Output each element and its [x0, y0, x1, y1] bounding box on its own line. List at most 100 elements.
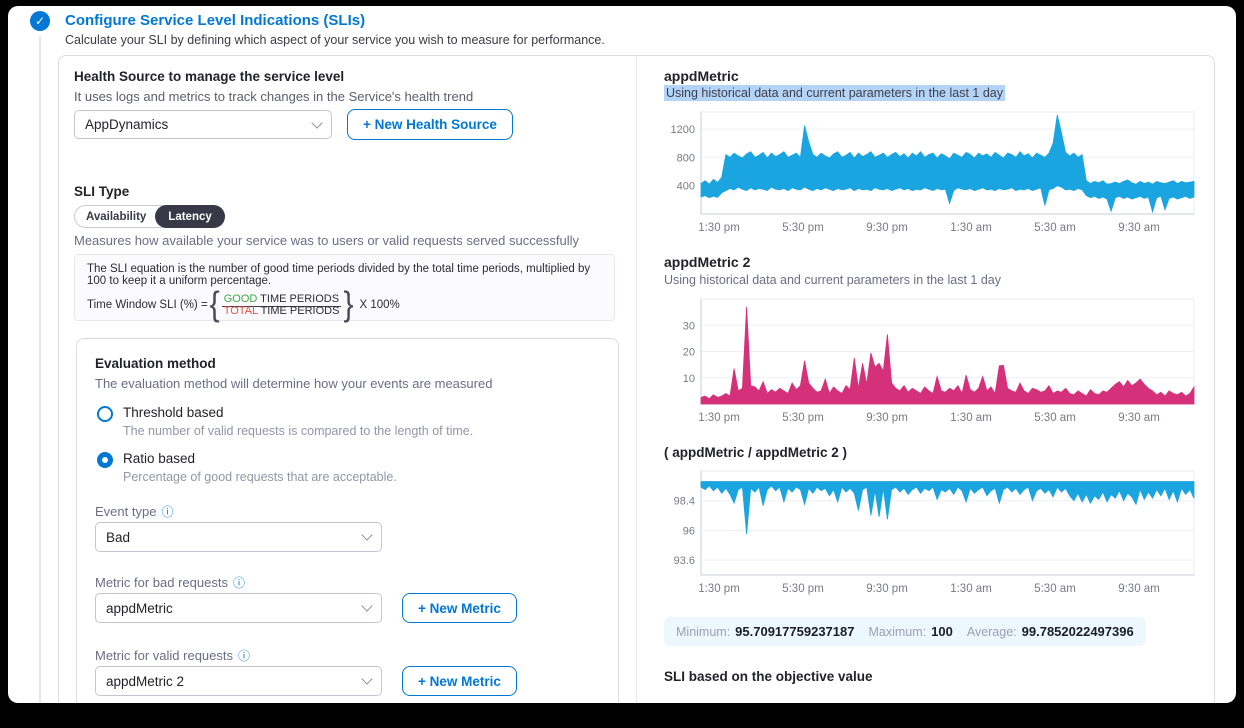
ratio-based-description: Percentage of good requests that are acc… — [123, 470, 397, 484]
equation-fraction: GOOD TIME PERIODS TOTAL TIME PERIODS — [221, 293, 342, 317]
svg-text:1:30 am: 1:30 am — [950, 412, 992, 424]
svg-text:9:30 pm: 9:30 pm — [866, 583, 908, 595]
info-icon[interactable]: ⓘ — [232, 576, 245, 590]
info-icon[interactable]: ⓘ — [161, 505, 174, 519]
svg-text:1:30 pm: 1:30 pm — [698, 583, 740, 595]
threshold-based-description: The number of valid requests is compared… — [123, 424, 474, 438]
metric-valid-value: appdMetric 2 — [106, 673, 185, 689]
chevron-down-icon — [361, 529, 373, 541]
stat-maximum-value: 100 — [931, 624, 953, 639]
svg-text:5:30 am: 5:30 am — [1034, 412, 1076, 424]
chart-appdmetric2: 10 20 30 1:30 pm 5:30 pm 9:30 pm 1:30 am 5:30 a… — [664, 293, 1204, 436]
metric-valid-label: Metric for valid requests ⓘ — [95, 647, 250, 664]
metric-bad-label: Metric for bad requests ⓘ — [95, 574, 245, 591]
sli-configuration-page: ✓ Configure Service Level Indications (S… — [8, 6, 1236, 703]
svg-text:400: 400 — [677, 181, 695, 193]
page-title: Configure Service Level Indications (SLI… — [65, 12, 366, 29]
svg-text:5:30 am: 5:30 am — [1034, 583, 1076, 595]
metric-bad-select[interactable]: appdMetric — [95, 593, 382, 623]
svg-text:9:30 am: 9:30 am — [1118, 583, 1160, 595]
toggle-availability[interactable]: Availability — [86, 210, 147, 223]
denominator-rest: TIME PERIODS — [257, 305, 340, 317]
numerator-rest: TIME PERIODS — [257, 293, 340, 305]
chart1-subtitle: Using historical data and current parame… — [664, 85, 1005, 101]
new-metric-valid-button[interactable]: + New Metric — [402, 666, 517, 696]
svg-text:9:30 pm: 9:30 pm — [866, 222, 908, 234]
stat-minimum: Minimum: 95.70917759237187 — [676, 624, 854, 639]
health-source-value: AppDynamics — [85, 117, 169, 132]
svg-text:5:30 pm: 5:30 pm — [782, 412, 824, 424]
sli-card: Health Source to manage the service leve… — [58, 55, 1215, 703]
close-brace: } — [343, 285, 354, 324]
svg-text:5:30 am: 5:30 am — [1034, 222, 1076, 234]
sli-objective-heading: SLI based on the objective value — [664, 669, 873, 684]
preview-pane: appdMetric Using historical data and cur… — [636, 56, 1214, 703]
event-type-select[interactable]: Bad — [95, 522, 382, 552]
stat-minimum-value: 95.70917759237187 — [735, 624, 855, 639]
sli-type-toggle[interactable]: Availability Latency — [74, 205, 225, 228]
chart1-subtitle-text: Using historical data and current parame… — [664, 85, 1005, 101]
threshold-based-radio[interactable] — [97, 406, 113, 422]
svg-text:20: 20 — [683, 347, 695, 359]
evaluation-subtitle: The evaluation method will determine how… — [95, 376, 493, 391]
svg-text:5:30 pm: 5:30 pm — [782, 583, 824, 595]
metric-valid-select[interactable]: appdMetric 2 — [95, 666, 382, 696]
equation-prefix: Time Window SLI (%) = — [87, 299, 208, 311]
event-type-label-text: Event type — [95, 504, 157, 519]
event-type-value: Bad — [106, 529, 131, 545]
open-brace: { — [209, 285, 220, 324]
threshold-based-label[interactable]: Threshold based — [123, 405, 224, 420]
svg-text:800: 800 — [677, 152, 695, 164]
stat-maximum-label: Maximum: — [868, 625, 927, 639]
health-source-help: It uses logs and metrics to track change… — [74, 89, 474, 104]
chevron-down-icon — [361, 673, 373, 685]
svg-text:93.6: 93.6 — [674, 555, 695, 567]
toggle-latency[interactable]: Latency — [155, 205, 225, 228]
svg-text:1:30 pm: 1:30 pm — [698, 222, 740, 234]
chevron-down-icon — [361, 600, 373, 612]
svg-text:9:30 am: 9:30 am — [1118, 222, 1160, 234]
stats-bar: Minimum: 95.70917759237187 Maximum: 100 … — [664, 617, 1146, 646]
chart3-title: ( appdMetric / appdMetric 2 ) — [664, 445, 848, 460]
chart2-title: appdMetric 2 — [664, 254, 751, 270]
metric-bad-label-text: Metric for bad requests — [95, 575, 228, 590]
sli-equation-box: The SLI equation is the number of good t… — [74, 254, 615, 324]
svg-text:1:30 am: 1:30 am — [950, 222, 992, 234]
metric-bad-value: appdMetric — [106, 600, 173, 616]
stat-maximum: Maximum: 100 — [868, 624, 952, 639]
chart-appdmetric: 400 800 1200 1:30 pm 5:30 pm 9:30 pm 1:30 am 5:… — [664, 106, 1204, 245]
new-health-source-button[interactable]: + New Health Source — [347, 109, 513, 140]
svg-text:30: 30 — [683, 320, 695, 332]
stat-minimum-label: Minimum: — [676, 625, 731, 639]
stat-average: Average: 99.7852022497396 — [967, 624, 1134, 639]
health-source-label: Health Source to manage the service leve… — [74, 69, 345, 84]
equation-formula: Time Window SLI (%) = { GOOD TIME PERIOD… — [87, 285, 602, 324]
stat-average-label: Average: — [966, 625, 1017, 639]
ratio-based-radio[interactable] — [97, 452, 113, 468]
svg-text:1200: 1200 — [671, 124, 695, 136]
evaluation-title: Evaluation method — [95, 356, 216, 371]
sli-type-description: Measures how available your service was … — [74, 233, 580, 248]
panel-divider — [636, 56, 637, 703]
step-connector-line — [39, 36, 41, 703]
svg-text:9:30 pm: 9:30 pm — [866, 412, 908, 424]
metric-valid-label-text: Metric for valid requests — [95, 648, 233, 663]
event-type-label: Event type ⓘ — [95, 503, 173, 520]
health-source-select[interactable]: AppDynamics — [74, 110, 332, 139]
good-periods: GOOD — [223, 293, 258, 305]
svg-text:5:30 pm: 5:30 pm — [782, 222, 824, 234]
new-metric-bad-button[interactable]: + New Metric — [402, 593, 517, 623]
svg-text:98.4: 98.4 — [674, 496, 695, 508]
svg-text:96: 96 — [683, 525, 695, 537]
page-subtitle: Calculate your SLI by defining which asp… — [65, 33, 605, 47]
chart2-subtitle: Using historical data and current parame… — [664, 273, 1001, 287]
chart1-title: appdMetric — [664, 68, 739, 84]
evaluation-card: Evaluation method The evaluation method … — [76, 338, 619, 703]
chart-ratio: 93.6 96 98.4 1:30 pm 5:30 pm 9:30 pm 1:30 am 5:… — [664, 465, 1204, 606]
equation-text: The SLI equation is the number of good t… — [87, 263, 591, 287]
chevron-down-icon — [311, 116, 323, 129]
step-check-icon: ✓ — [30, 11, 50, 31]
ratio-based-label[interactable]: Ratio based — [123, 451, 196, 466]
info-icon[interactable]: ⓘ — [238, 649, 251, 663]
equation-suffix: X 100% — [359, 299, 400, 311]
